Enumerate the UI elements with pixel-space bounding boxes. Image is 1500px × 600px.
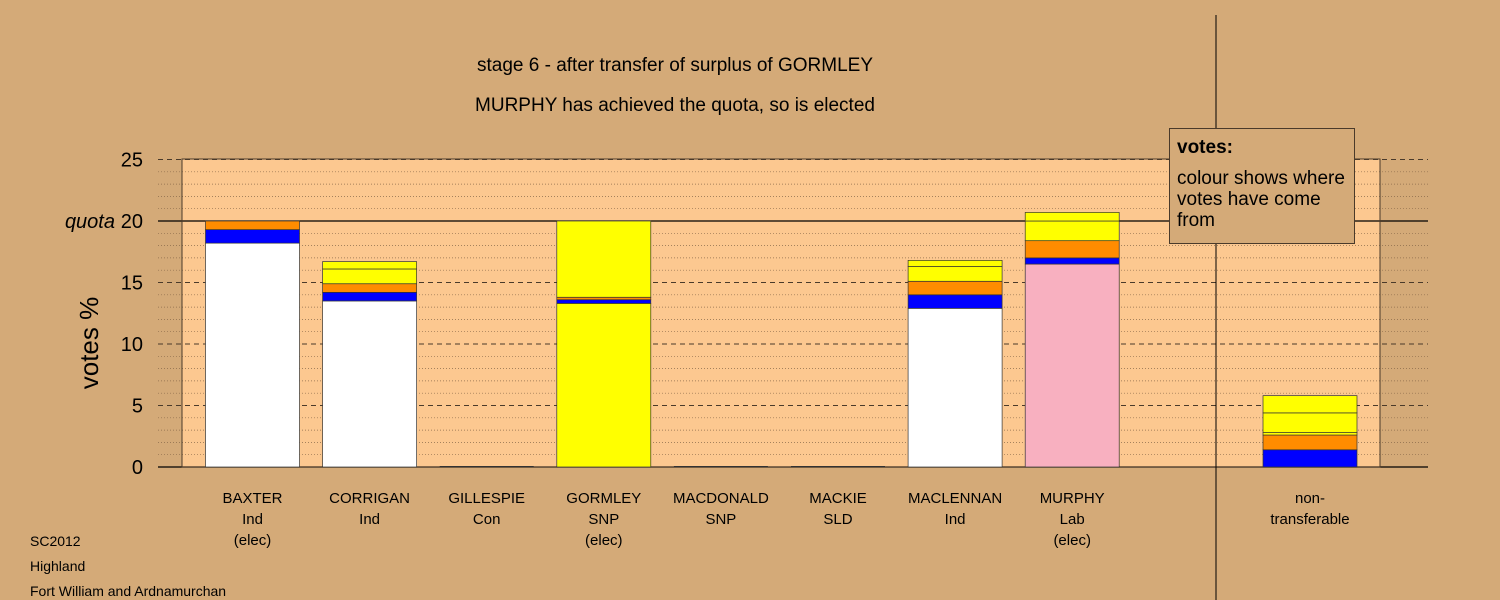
bar-corrigan-segment: [322, 300, 417, 468]
y-tick-label: 15: [121, 273, 143, 295]
chart-subtitle: MURPHY has achieved the quota, so is ele…: [475, 95, 875, 116]
bar-nontransferable-label: non-: [1295, 490, 1325, 507]
x-axis-labels: BAXTER Ind (elec) CORRIGAN Ind GILLESPIE Con GO…: [222, 490, 1349, 549]
bar-nontransferable-segment: [1262, 432, 1358, 436]
legend-text: colour shows where votes have come from: [1177, 168, 1345, 231]
source-council: Highland: [30, 558, 86, 574]
plot-border: [181, 158, 1381, 468]
bar-gormley-segment: [556, 220, 652, 298]
bar-corrigan-segment: [322, 291, 417, 302]
bar-baxter-segment: [205, 220, 300, 230]
source-ward: Fort William and Ardnamurchan: [30, 583, 227, 599]
bar-maclennan-label: MACLENNAN: [908, 490, 1002, 507]
bar-macdonald-label: MACDONALD: [673, 490, 769, 507]
bar-corrigan-segment: [322, 261, 417, 270]
bar-gormley-label: (elec): [585, 532, 623, 549]
bar-maclennan-segment: [907, 294, 1003, 309]
bar-murphy-segment: [1024, 240, 1120, 259]
bar-nontransferable-label: transferable: [1270, 511, 1349, 528]
bar-gillespie-label: GILLESPIE: [448, 490, 525, 507]
y-tick-label: 10: [121, 334, 143, 356]
y-axis: 0 5 10 15 20 25 quota: [65, 150, 143, 480]
bar-gormley-label: SNP: [588, 511, 619, 528]
bar-gormley-label: GORMLEY: [566, 490, 641, 507]
bar-corrigan-segment: [322, 268, 417, 285]
y-tick-label: 25: [121, 150, 143, 172]
bar-nontransferable-segment: [1262, 434, 1358, 451]
bar-mackie-label: MACKIE: [809, 490, 867, 507]
bar-mackie-label: SLD: [823, 511, 852, 528]
quota-label: quota: [65, 211, 115, 233]
bar-corrigan-label: Ind: [359, 511, 380, 528]
bar-maclennan-segment: [907, 307, 1003, 468]
y-tick-label: 0: [132, 457, 143, 479]
y-tick-label: 20: [121, 211, 143, 233]
bar-corrigan-segment: [322, 283, 417, 293]
bar-gormley-segment: [556, 299, 652, 304]
bar-murphy-segment: [1024, 257, 1120, 265]
bar-nontransferable-segment: [1262, 449, 1358, 468]
bar-murphy-label: Lab: [1060, 511, 1085, 528]
y-axis-label: votes %: [74, 297, 104, 390]
bar-baxter-label: BAXTER: [222, 490, 282, 507]
bar-murphy-segment: [1024, 212, 1120, 222]
bar-corrigan-label: CORRIGAN: [329, 490, 410, 507]
bar-baxter-segment: [205, 242, 300, 468]
source-election: SC2012: [30, 533, 81, 549]
bar-baxter-label: Ind: [242, 511, 263, 528]
bar-nontransferable-segment: [1262, 412, 1358, 433]
legend-heading: votes:: [1177, 137, 1233, 158]
bar-murphy-label: (elec): [1053, 532, 1091, 549]
bar-baxter-segment: [205, 229, 300, 244]
chart-title: stage 6 - after transfer of surplus of G…: [477, 55, 873, 76]
bar-murphy-segment: [1024, 220, 1120, 242]
bar-gillespie-label: Con: [473, 511, 501, 528]
bars: [205, 212, 1358, 468]
bar-macdonald-label: SNP: [705, 511, 736, 528]
bar-maclennan-label: Ind: [945, 511, 966, 528]
bar-nontransferable-segment: [1262, 395, 1358, 414]
bar-maclennan-segment: [907, 280, 1003, 296]
bar-murphy-label: MURPHY: [1040, 490, 1105, 507]
bar-murphy-segment: [1024, 263, 1120, 468]
bar-maclennan-segment: [907, 266, 1003, 282]
bar-gormley-segment: [556, 303, 652, 468]
legend-box: votes: colour shows where votes have com…: [1169, 128, 1355, 244]
bar-baxter-label: (elec): [234, 532, 272, 549]
y-tick-label: 5: [132, 396, 143, 418]
bar-gormley-segment: [556, 296, 652, 301]
bar-maclennan-segment: [907, 260, 1003, 267]
